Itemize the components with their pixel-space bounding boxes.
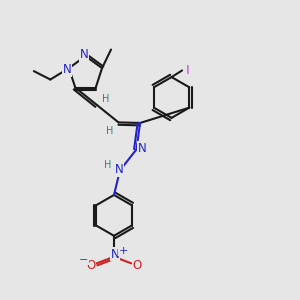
Text: O: O	[86, 259, 95, 272]
Text: N: N	[80, 48, 89, 62]
Text: I: I	[186, 64, 189, 77]
Text: H: H	[102, 94, 109, 104]
Text: +: +	[118, 246, 128, 256]
Text: N: N	[111, 248, 119, 261]
Text: H: H	[104, 160, 111, 170]
Text: H: H	[106, 126, 114, 136]
Text: −: −	[79, 255, 89, 265]
Text: N: N	[114, 163, 123, 176]
Text: N: N	[63, 63, 71, 76]
Text: O: O	[133, 259, 142, 272]
Text: N: N	[137, 142, 146, 155]
